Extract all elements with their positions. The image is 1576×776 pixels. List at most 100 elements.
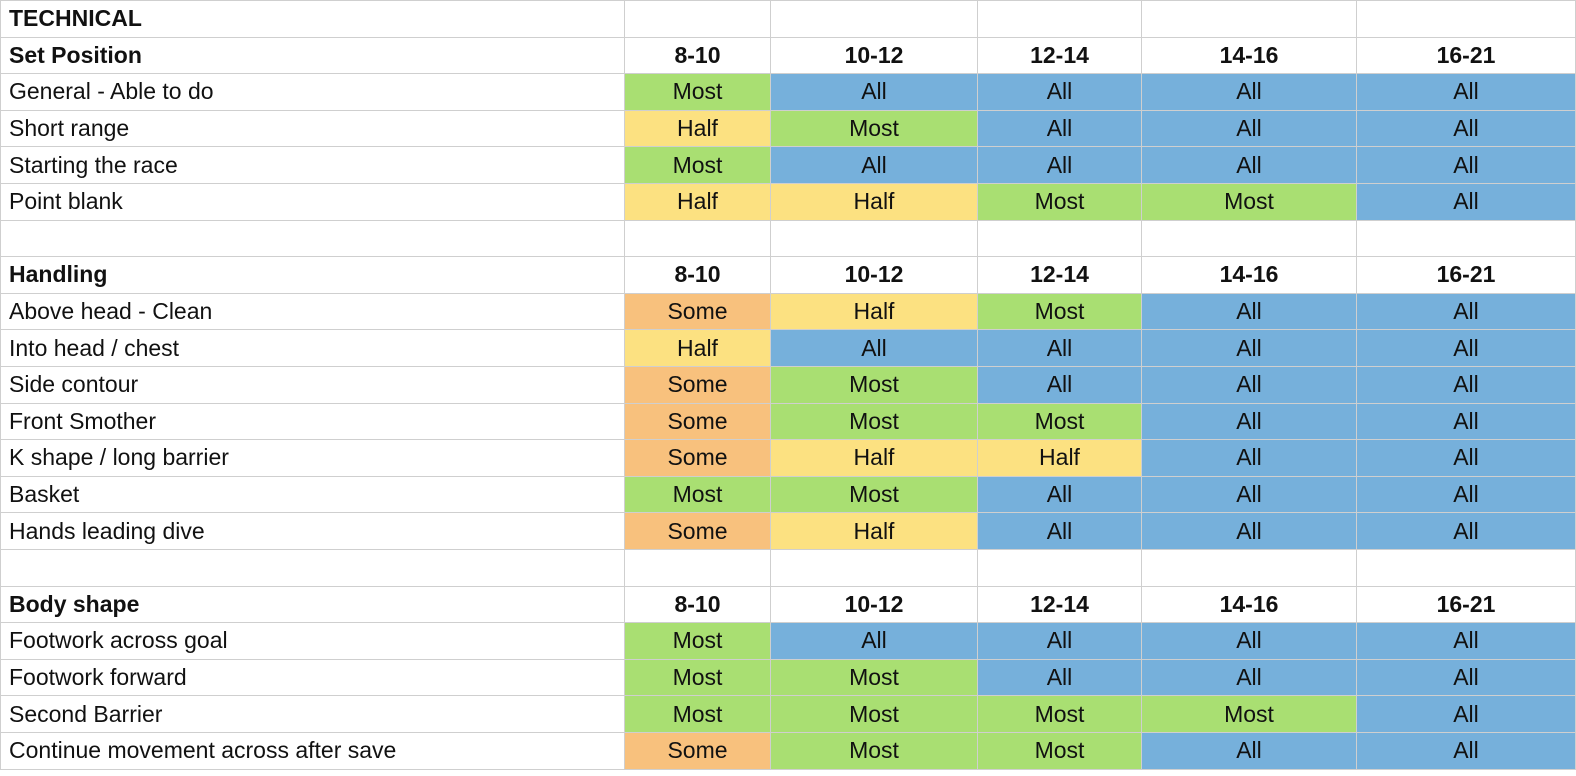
- rating-cell[interactable]: All: [770, 329, 978, 367]
- age-group-header[interactable]: 12-14: [977, 256, 1142, 294]
- skill-label[interactable]: Hands leading dive: [0, 512, 625, 550]
- rating-cell[interactable]: Most: [624, 622, 771, 660]
- rating-cell[interactable]: All: [1141, 292, 1357, 331]
- rating-cell[interactable]: Most: [977, 731, 1142, 770]
- rating-cell[interactable]: All: [1356, 365, 1576, 404]
- skill-label[interactable]: Second Barrier: [0, 695, 625, 733]
- rating-cell[interactable]: Half: [770, 439, 978, 477]
- rating-cell[interactable]: All: [977, 658, 1142, 697]
- skill-label[interactable]: Above head - Clean: [0, 292, 625, 331]
- age-group-header[interactable]: 14-16: [1141, 585, 1357, 624]
- rating-cell[interactable]: Most: [977, 292, 1142, 331]
- empty-cell[interactable]: [770, 0, 978, 38]
- rating-cell[interactable]: Most: [1141, 695, 1357, 733]
- age-group-header[interactable]: 12-14: [977, 585, 1142, 624]
- rating-cell[interactable]: Most: [770, 109, 978, 148]
- rating-cell[interactable]: All: [977, 329, 1142, 367]
- rating-cell[interactable]: All: [977, 73, 1142, 111]
- rating-cell[interactable]: Most: [770, 658, 978, 697]
- skill-label[interactable]: Footwork across goal: [0, 622, 625, 660]
- rating-cell[interactable]: Some: [624, 365, 771, 404]
- rating-cell[interactable]: Most: [1141, 182, 1357, 221]
- rating-cell[interactable]: Some: [624, 439, 771, 477]
- sheet-title[interactable]: TECHNICAL: [0, 0, 625, 38]
- empty-cell[interactable]: [977, 0, 1142, 38]
- skill-label[interactable]: Basket: [0, 475, 625, 514]
- rating-cell[interactable]: All: [1356, 475, 1576, 514]
- skill-label[interactable]: Starting the race: [0, 146, 625, 184]
- section-title[interactable]: Handling: [0, 256, 625, 294]
- skill-label[interactable]: K shape / long barrier: [0, 439, 625, 477]
- skill-label[interactable]: Into head / chest: [0, 329, 625, 367]
- age-group-header[interactable]: 12-14: [977, 36, 1142, 75]
- skill-label[interactable]: General - Able to do: [0, 73, 625, 111]
- rating-cell[interactable]: All: [1141, 73, 1357, 111]
- age-group-header[interactable]: 10-12: [770, 36, 978, 75]
- rating-cell[interactable]: Half: [770, 292, 978, 331]
- rating-cell[interactable]: All: [1356, 622, 1576, 660]
- skill-label[interactable]: Side contour: [0, 365, 625, 404]
- empty-cell[interactable]: [770, 548, 978, 587]
- age-group-header[interactable]: 10-12: [770, 256, 978, 294]
- rating-cell[interactable]: Half: [977, 439, 1142, 477]
- rating-cell[interactable]: All: [1356, 512, 1576, 550]
- rating-cell[interactable]: Half: [624, 109, 771, 148]
- rating-cell[interactable]: All: [1356, 73, 1576, 111]
- rating-cell[interactable]: Most: [770, 475, 978, 514]
- rating-cell[interactable]: All: [1141, 329, 1357, 367]
- rating-cell[interactable]: Half: [770, 182, 978, 221]
- rating-cell[interactable]: Half: [624, 329, 771, 367]
- skill-label[interactable]: Short range: [0, 109, 625, 148]
- rating-cell[interactable]: All: [1356, 146, 1576, 184]
- rating-cell[interactable]: Most: [624, 475, 771, 514]
- age-group-header[interactable]: 8-10: [624, 585, 771, 624]
- rating-cell[interactable]: All: [1356, 658, 1576, 697]
- rating-cell[interactable]: All: [1141, 439, 1357, 477]
- empty-cell[interactable]: [0, 219, 625, 258]
- empty-cell[interactable]: [624, 0, 771, 38]
- rating-cell[interactable]: Most: [977, 182, 1142, 221]
- age-group-header[interactable]: 10-12: [770, 585, 978, 624]
- age-group-header[interactable]: 16-21: [1356, 585, 1576, 624]
- empty-cell[interactable]: [0, 548, 625, 587]
- rating-cell[interactable]: All: [1141, 402, 1357, 441]
- section-title[interactable]: Set Position: [0, 36, 625, 75]
- rating-cell[interactable]: Half: [770, 512, 978, 550]
- rating-cell[interactable]: All: [1356, 731, 1576, 770]
- empty-cell[interactable]: [1356, 219, 1576, 258]
- rating-cell[interactable]: All: [1356, 695, 1576, 733]
- rating-cell[interactable]: All: [1141, 622, 1357, 660]
- rating-cell[interactable]: All: [977, 475, 1142, 514]
- rating-cell[interactable]: All: [770, 622, 978, 660]
- rating-cell[interactable]: All: [977, 365, 1142, 404]
- rating-cell[interactable]: All: [1141, 658, 1357, 697]
- age-group-header[interactable]: 16-21: [1356, 36, 1576, 75]
- skill-label[interactable]: Point blank: [0, 182, 625, 221]
- skill-label[interactable]: Continue movement across after save: [0, 731, 625, 770]
- rating-cell[interactable]: All: [1356, 292, 1576, 331]
- empty-cell[interactable]: [977, 548, 1142, 587]
- rating-cell[interactable]: All: [1141, 146, 1357, 184]
- empty-cell[interactable]: [624, 548, 771, 587]
- skill-label[interactable]: Front Smother: [0, 402, 625, 441]
- rating-cell[interactable]: All: [770, 73, 978, 111]
- rating-cell[interactable]: Some: [624, 512, 771, 550]
- rating-cell[interactable]: All: [1356, 109, 1576, 148]
- rating-cell[interactable]: All: [977, 146, 1142, 184]
- empty-cell[interactable]: [1141, 0, 1357, 38]
- rating-cell[interactable]: All: [977, 622, 1142, 660]
- rating-cell[interactable]: Some: [624, 731, 771, 770]
- rating-cell[interactable]: Most: [624, 146, 771, 184]
- rating-cell[interactable]: Most: [770, 402, 978, 441]
- rating-cell[interactable]: All: [1356, 402, 1576, 441]
- empty-cell[interactable]: [770, 219, 978, 258]
- rating-cell[interactable]: All: [1141, 109, 1357, 148]
- empty-cell[interactable]: [624, 219, 771, 258]
- rating-cell[interactable]: Most: [624, 73, 771, 111]
- rating-cell[interactable]: Most: [624, 658, 771, 697]
- rating-cell[interactable]: All: [1141, 731, 1357, 770]
- rating-cell[interactable]: All: [1356, 439, 1576, 477]
- rating-cell[interactable]: Half: [624, 182, 771, 221]
- rating-cell[interactable]: Most: [977, 695, 1142, 733]
- rating-cell[interactable]: All: [977, 109, 1142, 148]
